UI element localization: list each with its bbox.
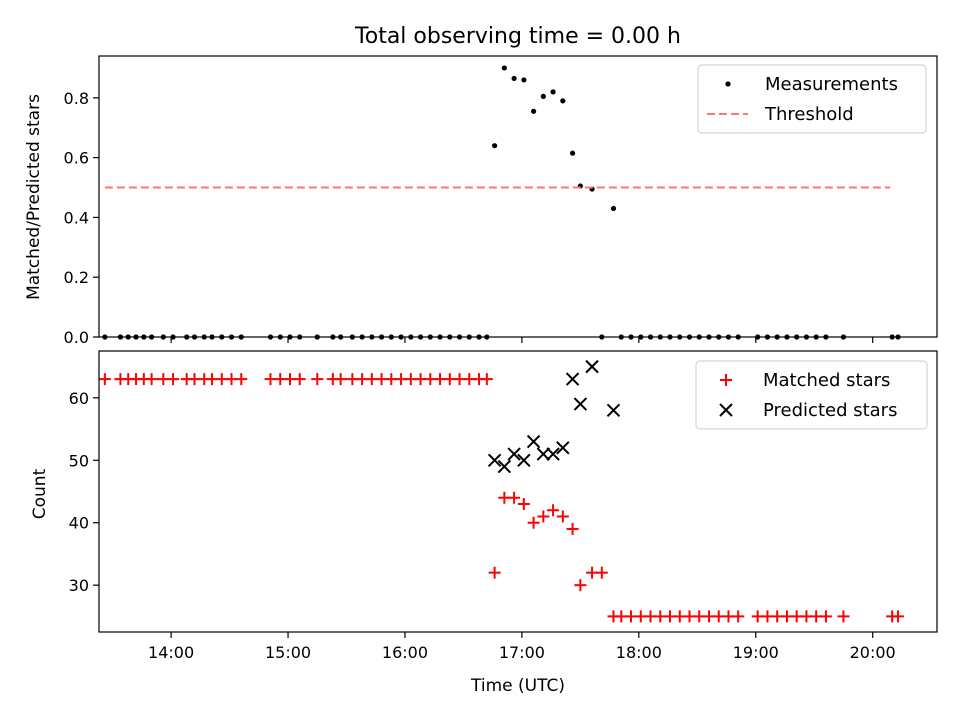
measurement-point xyxy=(530,108,537,114)
matched-stars-point xyxy=(595,566,608,579)
xtick-label: 20:00 xyxy=(850,643,896,662)
legend-measurements-marker xyxy=(725,81,731,87)
legend-measurements-label: Measurements xyxy=(765,74,898,95)
matched-stars-point xyxy=(547,504,560,517)
top-ticks: 0.0 0.2 0.4 0.6 0.8 xyxy=(64,89,874,347)
ytick-label: 50 xyxy=(69,451,89,470)
matched-stars-point xyxy=(732,610,745,623)
measurement-point xyxy=(501,65,507,71)
matched-stars-point xyxy=(574,579,587,592)
ytick-label: 30 xyxy=(69,576,89,595)
predicted-stars-point xyxy=(526,434,541,449)
legend-predicted-label: Predicted stars xyxy=(763,400,897,421)
predicted-stars-point xyxy=(585,359,599,374)
xtick-label: 19:00 xyxy=(733,643,779,662)
measurement-point xyxy=(521,77,527,83)
ytick-label: 0.4 xyxy=(64,208,89,227)
bottom-xlabel: Time (UTC) xyxy=(470,676,565,696)
legend-matched-label: Matched stars xyxy=(763,370,890,391)
bottom-legend: Matched stars Predicted stars xyxy=(695,360,928,430)
matched-stars-point xyxy=(837,610,850,623)
matched-stars-point xyxy=(167,373,180,386)
top-axes-frame xyxy=(98,55,938,338)
xtick-label: 17:00 xyxy=(499,643,545,662)
matched-stars-point xyxy=(819,610,832,623)
matched-stars-point xyxy=(537,510,550,523)
matched-stars-point xyxy=(98,373,111,386)
legend-matched-marker xyxy=(720,374,732,386)
xtick-label: 14:00 xyxy=(148,643,194,662)
xtick-label: 15:00 xyxy=(265,643,311,662)
matched-stars-point xyxy=(480,373,493,386)
matched-stars-point xyxy=(527,516,540,529)
matched-stars-point xyxy=(892,610,905,623)
matched-stars-point xyxy=(334,373,347,386)
top-legend: Measurements Threshold xyxy=(697,64,927,134)
ytick-label: 0.0 xyxy=(64,328,89,347)
bottom-legend-box xyxy=(695,360,928,430)
matched-stars-point xyxy=(145,373,158,386)
predicted-stars-point xyxy=(507,447,521,461)
matched-stars-point xyxy=(311,373,324,386)
predicted-stars-point xyxy=(546,447,560,461)
measurement-point xyxy=(560,98,566,104)
figure-title: Total observing time = 0.00 h xyxy=(354,24,681,49)
bottom-axes-frame xyxy=(98,350,938,633)
measurement-point xyxy=(610,205,617,212)
bottom-ylabel: Count xyxy=(30,468,50,519)
xtick-label: 16:00 xyxy=(382,643,428,662)
predicted-stars-point xyxy=(497,459,512,474)
predicted-stars-point xyxy=(573,397,588,411)
matched-stars-point xyxy=(517,497,530,510)
predicted-stars-point xyxy=(487,453,502,467)
top-legend-box xyxy=(697,64,927,134)
top-panel: 0.00.20.40.60.8 Matched/Predicted stars … xyxy=(24,55,938,347)
matched-stars-point xyxy=(235,373,248,386)
measurement-point xyxy=(511,75,517,82)
matched-stars-point xyxy=(293,373,306,386)
predicted-stars-point xyxy=(517,453,531,467)
ytick-label: 40 xyxy=(69,514,89,533)
ytick-label: 0.2 xyxy=(64,268,89,287)
predicted-stars-point xyxy=(565,372,580,386)
bottom-ticks: 30 40 50 60 14:00 15:00 16:00 17:00 18:00 19:00 20… xyxy=(69,389,896,662)
measurement-point xyxy=(540,93,546,99)
matched-stars-point xyxy=(556,510,569,523)
matched-stars-point xyxy=(508,491,521,504)
bottom-plot-marks xyxy=(98,359,905,623)
measurement-point xyxy=(492,143,498,149)
predicted-stars-point xyxy=(556,441,570,455)
ytick-label: 60 xyxy=(69,389,89,408)
ytick-label: 0.8 xyxy=(64,89,89,108)
bottom-panel: 30 40 50 60 14:00 15:00 16:00 17:00 18:00 19:00 20… xyxy=(30,350,938,696)
measurement-point xyxy=(569,150,576,156)
measurement-point xyxy=(550,89,556,95)
predicted-stars-point xyxy=(536,447,551,461)
predicted-stars-point xyxy=(606,403,621,418)
top-ylabel: Matched/Predicted stars xyxy=(24,94,44,300)
xtick-label: 18:00 xyxy=(616,643,662,662)
legend-threshold-label: Threshold xyxy=(764,104,854,125)
matched-stars-point xyxy=(566,522,579,535)
matched-stars-point xyxy=(488,566,501,579)
legend-predicted-marker xyxy=(719,403,733,417)
ytick-label: 0.6 xyxy=(64,149,89,168)
